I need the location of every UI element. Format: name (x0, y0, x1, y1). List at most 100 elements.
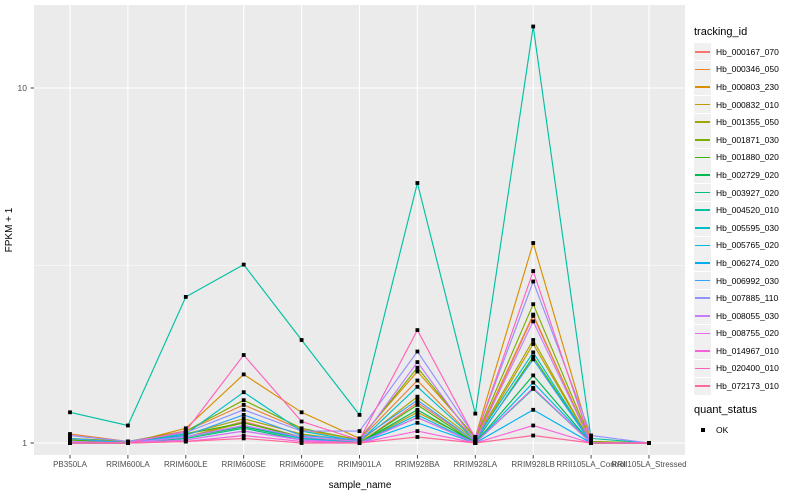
data-point-marker (647, 441, 651, 445)
data-point-marker (415, 398, 420, 403)
data-point-marker (241, 372, 246, 377)
data-point-marker (299, 426, 304, 431)
legend-item-label: Hb_000167_070 (716, 46, 779, 57)
legend-item-label: Hb_005765_020 (716, 240, 779, 251)
data-point-marker (241, 426, 246, 431)
legend-items: Hb_000167_070 Hb_000346_050 Hb_000803_230 H… (694, 43, 800, 395)
data-points (68, 24, 651, 445)
x-tick-label: RRIM928BA (395, 460, 440, 469)
data-point-marker (183, 295, 188, 299)
legend-title-quant-status: quant_status (694, 403, 757, 416)
data-point-marker (531, 241, 536, 245)
data-point-marker (126, 441, 130, 445)
x-tick-label: RRIM928LB (511, 460, 555, 469)
data-point-marker (415, 349, 420, 354)
legend-key-line-icon (694, 289, 711, 307)
x-tick-label: RRIM600LA (106, 460, 150, 469)
data-point-marker (531, 357, 536, 362)
data-point-marker (531, 338, 536, 342)
data-point-marker (299, 419, 304, 424)
data-point-marker (241, 403, 246, 407)
data-point-marker (241, 429, 246, 433)
data-point-marker (531, 386, 536, 390)
data-point-marker (415, 407, 420, 412)
data-point-marker (299, 338, 304, 342)
data-point-marker (531, 354, 536, 359)
legend-item: Hb_008055_030 (694, 307, 800, 325)
legend-item-label: Hb_000346_050 (716, 64, 779, 75)
legend-item-label: Hb_003927_020 (716, 187, 779, 198)
data-point-marker (241, 398, 246, 403)
legend-item: Hb_000832_010 (694, 96, 800, 114)
data-point-marker (183, 429, 188, 433)
legend-item: Hb_002729_020 (694, 166, 800, 184)
data-point-marker (68, 441, 72, 445)
legend-key-line-icon (694, 254, 711, 272)
data-point-marker (415, 403, 420, 407)
legend-item-label: Hb_007885_110 (716, 293, 779, 304)
legend-item-label: Hb_001355_050 (716, 117, 779, 128)
legend-item-label: OK (716, 424, 729, 435)
data-point-marker (589, 436, 593, 441)
legend: tracking_id Hb_000167_070 Hb_000346_050 Hb… (694, 26, 800, 438)
legend-key-line-icon (694, 113, 711, 131)
data-point-marker (415, 420, 420, 425)
data-point-marker (241, 407, 246, 412)
data-point-marker (183, 426, 188, 431)
legend-item-label: Hb_005595_030 (716, 222, 779, 233)
data-point-marker (415, 328, 420, 332)
data-point-marker (531, 350, 536, 355)
data-point-marker (357, 429, 362, 433)
legend-key-line-icon (694, 324, 711, 342)
data-point-marker (531, 24, 536, 29)
legend-key-line-icon (694, 201, 711, 219)
legend-item-label: Hb_000832_010 (716, 99, 779, 110)
legend-key-line-icon (694, 377, 711, 395)
legend-item-label: Hb_006992_030 (716, 275, 779, 286)
quant-status-block: quant_status OK (694, 404, 800, 439)
data-point-marker (531, 302, 536, 307)
data-point-marker (531, 342, 536, 346)
data-point-marker (299, 441, 304, 445)
data-point-marker (241, 423, 246, 428)
data-point-marker (531, 433, 536, 438)
data-point-marker (241, 353, 246, 357)
data-point-marker (241, 416, 246, 421)
legend-key-line-icon (694, 78, 711, 96)
legend-key-line-icon (694, 43, 711, 61)
legend-item: Hb_005595_030 (694, 219, 800, 237)
x-tick-label: PB350LA (53, 460, 87, 469)
legend-item-label: Hb_001880_020 (716, 152, 779, 163)
legend-key-line-icon (694, 131, 711, 149)
x-tick-labels: PB350LA RRIM600LA RRIM600LE RRIM600SE RRIM60… (53, 460, 686, 469)
legend-item: Hb_001355_050 (694, 113, 800, 131)
legend-item: Hb_007885_110 (694, 289, 800, 307)
data-point-marker (589, 433, 593, 438)
data-point-marker (357, 413, 362, 417)
data-point-marker (531, 319, 536, 324)
x-axis-title: sample_name (329, 480, 392, 491)
legend-item: Hb_001871_030 (694, 131, 800, 149)
data-point-marker (415, 413, 420, 417)
legend-item: Hb_000346_050 (694, 60, 800, 79)
legend-item-label: Hb_002729_020 (716, 169, 779, 180)
data-point-marker (531, 279, 536, 284)
legend-item-label: Hb_001871_030 (716, 134, 779, 145)
legend-item-label: Hb_014967_010 (716, 345, 779, 356)
data-point-marker (531, 269, 536, 273)
data-point-marker (68, 410, 72, 415)
data-point-marker (241, 433, 246, 438)
data-point-marker (299, 410, 304, 415)
legend-key-line-icon (694, 342, 711, 360)
data-point-marker (299, 429, 304, 433)
data-point-marker (299, 435, 304, 439)
legend-key-line-icon (694, 184, 711, 202)
ok-square-icon (694, 421, 711, 438)
x-tick-label: RRIM600PE (279, 460, 323, 469)
x-tick-label: RRIM928LA (454, 460, 498, 469)
data-point-marker (241, 420, 246, 425)
data-point-marker (415, 394, 420, 399)
legend-key-line-icon (694, 359, 711, 377)
